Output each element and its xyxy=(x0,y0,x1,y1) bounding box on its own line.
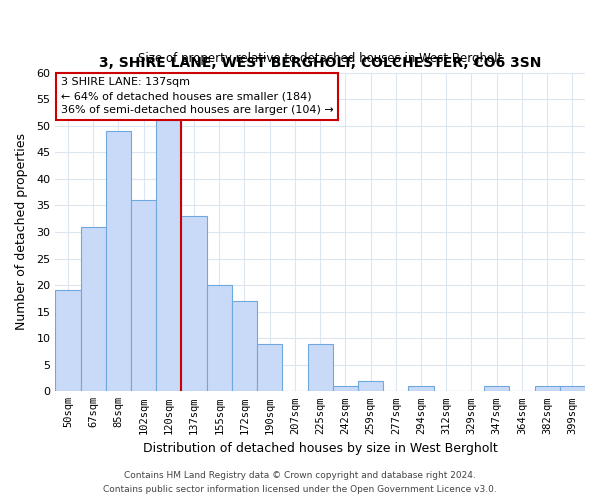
Bar xyxy=(131,200,156,392)
Y-axis label: Number of detached properties: Number of detached properties xyxy=(15,134,28,330)
Bar xyxy=(484,386,509,392)
Bar xyxy=(55,290,80,392)
Bar xyxy=(257,344,283,392)
Bar xyxy=(156,120,181,392)
Text: Contains HM Land Registry data © Crown copyright and database right 2024.
Contai: Contains HM Land Registry data © Crown c… xyxy=(103,472,497,494)
Bar xyxy=(308,344,333,392)
Text: Size of property relative to detached houses in West Bergholt: Size of property relative to detached ho… xyxy=(138,52,502,64)
Bar xyxy=(181,216,206,392)
Bar xyxy=(560,386,585,392)
Bar xyxy=(206,285,232,392)
Bar xyxy=(80,226,106,392)
Bar xyxy=(232,301,257,392)
Text: 3 SHIRE LANE: 137sqm
← 64% of detached houses are smaller (184)
36% of semi-deta: 3 SHIRE LANE: 137sqm ← 64% of detached h… xyxy=(61,78,334,116)
Bar xyxy=(106,131,131,392)
Bar xyxy=(409,386,434,392)
Bar xyxy=(535,386,560,392)
Bar xyxy=(358,380,383,392)
X-axis label: Distribution of detached houses by size in West Bergholt: Distribution of detached houses by size … xyxy=(143,442,497,455)
Title: 3, SHIRE LANE, WEST BERGHOLT, COLCHESTER, CO6 3SN: 3, SHIRE LANE, WEST BERGHOLT, COLCHESTER… xyxy=(99,56,541,70)
Bar xyxy=(333,386,358,392)
